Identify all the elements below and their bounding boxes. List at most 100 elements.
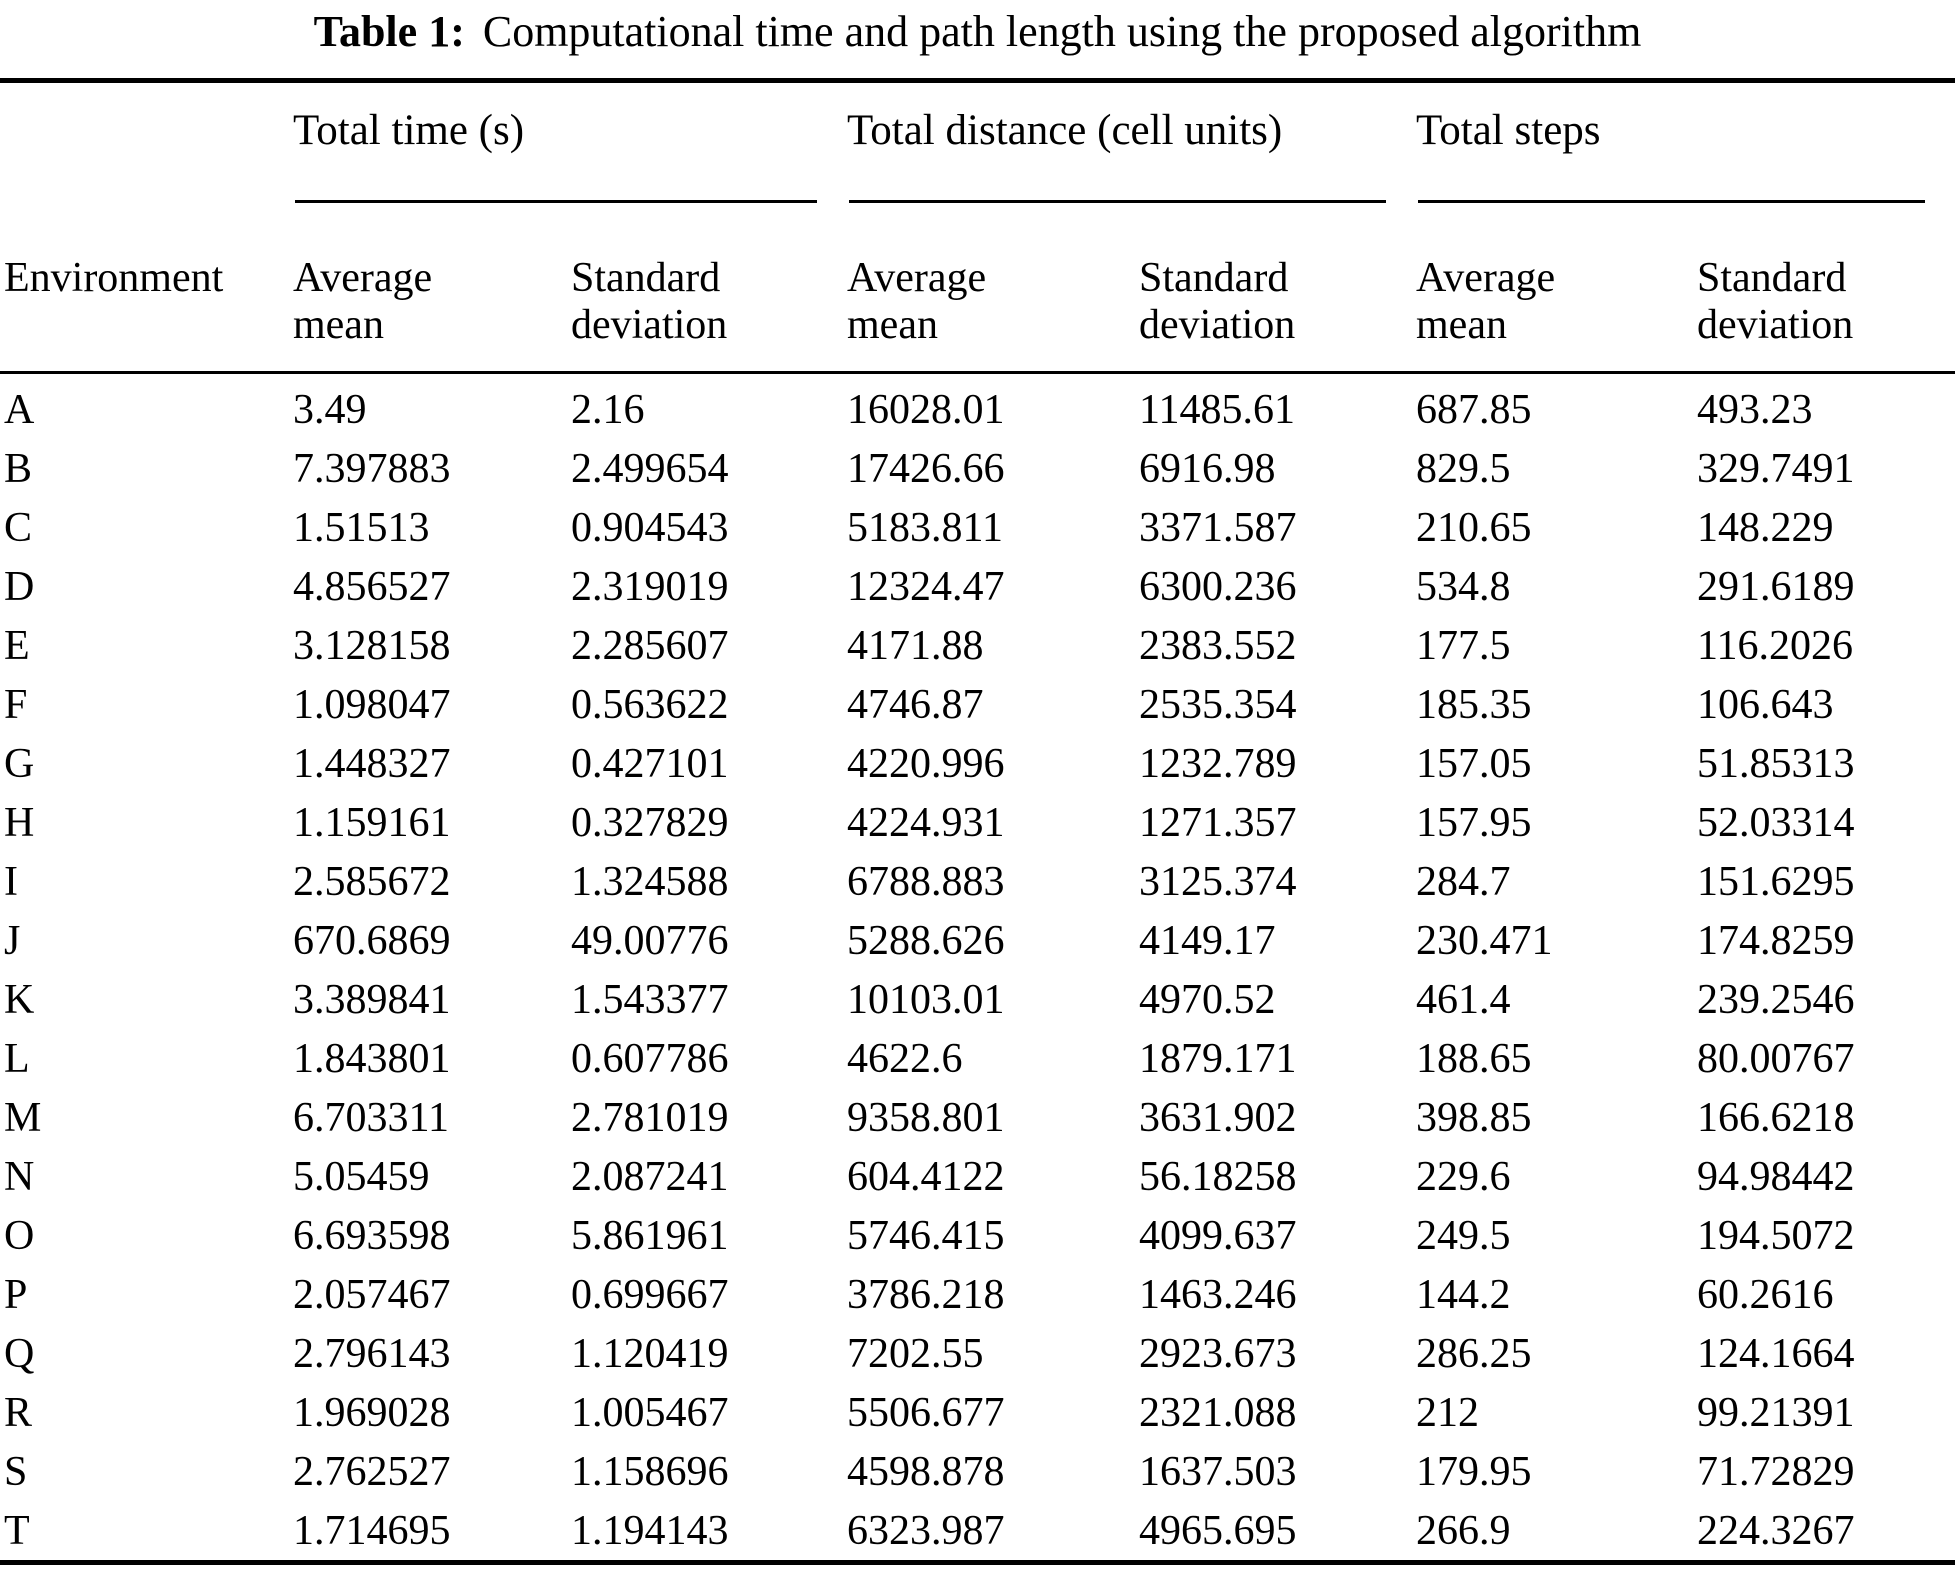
environment-cell: B	[4, 445, 33, 492]
value-cell: 1.005467	[571, 1389, 729, 1436]
value-cell: 2.762527	[293, 1448, 451, 1495]
value-cell: 1.843801	[293, 1035, 451, 1082]
value-cell: 687.85	[1416, 386, 1532, 433]
value-cell: 1.448327	[293, 740, 451, 787]
value-cell: 1637.503	[1139, 1448, 1297, 1495]
environment-cell: F	[4, 681, 28, 728]
value-cell: 177.5	[1416, 622, 1511, 669]
value-cell: 144.2	[1416, 1271, 1511, 1318]
value-cell: 291.6189	[1697, 563, 1855, 610]
value-cell: 4149.17	[1139, 917, 1276, 964]
subheader-steps-average-mean: Average mean	[1416, 203, 1698, 374]
subheader-steps-standard-deviation: Standard deviation	[1697, 203, 1955, 374]
value-cell: 5746.415	[847, 1212, 1005, 1259]
value-cell: 3.49	[293, 386, 367, 433]
table-header: Total time (s) Total distance (cell unit…	[0, 81, 1955, 374]
table-caption-text: Computational time and path length using…	[482, 7, 1642, 56]
table-row: F 1.098047 0.563622 4746.87 2535.354 185.35 10…	[0, 675, 1955, 734]
environment-cell: S	[4, 1448, 28, 1495]
environment-cell: L	[4, 1035, 30, 1082]
value-cell: 7.397883	[293, 445, 451, 492]
value-cell: 166.6218	[1697, 1094, 1855, 1141]
value-cell: 99.21391	[1697, 1389, 1855, 1436]
value-cell: 2.796143	[293, 1330, 451, 1377]
subheader-label: Average mean	[1416, 255, 1556, 348]
table-row: E 3.128158 2.285607 4171.88 2383.552 177.5 116…	[0, 616, 1955, 675]
value-cell: 10103.01	[847, 976, 1005, 1023]
sub-header-row: Environment Average mean Standard deviat…	[0, 203, 1955, 374]
value-cell: 60.2616	[1697, 1271, 1834, 1318]
value-cell: 71.72829	[1697, 1448, 1855, 1495]
value-cell: 6788.883	[847, 858, 1005, 905]
table-row: G 1.448327 0.427101 4220.996 1232.789 157.05 5…	[0, 734, 1955, 793]
value-cell: 249.5	[1416, 1212, 1511, 1259]
value-cell: 52.03314	[1697, 799, 1855, 846]
value-cell: 116.2026	[1697, 622, 1853, 669]
value-cell: 1.120419	[571, 1330, 729, 1377]
environment-cell: R	[4, 1389, 33, 1436]
value-cell: 1.714695	[293, 1507, 451, 1554]
table-row: J 670.6869 49.00776 5288.626 4149.17 230.471 1…	[0, 911, 1955, 970]
value-cell: 157.05	[1416, 740, 1532, 787]
value-cell: 1.51513	[293, 504, 430, 551]
value-cell: 2.057467	[293, 1271, 451, 1318]
value-cell: 1.324588	[571, 858, 729, 905]
value-cell: 4965.695	[1139, 1507, 1297, 1554]
value-cell: 80.00767	[1697, 1035, 1855, 1082]
value-cell: 2.16	[571, 386, 645, 433]
value-cell: 0.327829	[571, 799, 729, 846]
environment-cell: K	[4, 976, 35, 1023]
value-cell: 124.1664	[1697, 1330, 1855, 1377]
value-cell: 4598.878	[847, 1448, 1005, 1495]
value-cell: 1463.246	[1139, 1271, 1297, 1318]
environment-cell: O	[4, 1212, 35, 1259]
environment-cell: Q	[4, 1330, 35, 1377]
subheader-time-average-mean: Average mean	[293, 203, 571, 374]
value-cell: 229.6	[1416, 1153, 1511, 1200]
value-cell: 2.499654	[571, 445, 729, 492]
value-cell: 151.6295	[1697, 858, 1855, 905]
value-cell: 6.703311	[293, 1094, 449, 1141]
value-cell: 1.194143	[571, 1507, 729, 1554]
value-cell: 224.3267	[1697, 1507, 1855, 1554]
value-cell: 4220.996	[847, 740, 1005, 787]
table-row: I 2.585672 1.324588 6788.883 3125.374 284.7 15…	[0, 852, 1955, 911]
value-cell: 2.585672	[293, 858, 451, 905]
value-cell: 534.8	[1416, 563, 1511, 610]
value-cell: 6.693598	[293, 1212, 451, 1259]
value-cell: 239.2546	[1697, 976, 1855, 1023]
value-cell: 210.65	[1416, 504, 1532, 551]
value-cell: 5.861961	[571, 1212, 729, 1259]
environment-cell: N	[4, 1153, 35, 1200]
value-cell: 284.7	[1416, 858, 1511, 905]
value-cell: 2.319019	[571, 563, 729, 610]
value-cell: 1.543377	[571, 976, 729, 1023]
value-cell: 11485.61	[1139, 386, 1295, 433]
value-cell: 4224.931	[847, 799, 1005, 846]
environment-cell: I	[4, 858, 18, 905]
group-label-total-time: Total time (s)	[293, 107, 525, 154]
table-row: S 2.762527 1.158696 4598.878 1637.503 179.95 7…	[0, 1442, 1955, 1501]
value-cell: 1232.789	[1139, 740, 1297, 787]
value-cell: 329.7491	[1697, 445, 1855, 492]
value-cell: 0.563622	[571, 681, 729, 728]
value-cell: 2321.088	[1139, 1389, 1297, 1436]
value-cell: 188.65	[1416, 1035, 1532, 1082]
corner-spacer-cell	[0, 81, 293, 204]
value-cell: 604.4122	[847, 1153, 1005, 1200]
value-cell: 94.98442	[1697, 1153, 1855, 1200]
table-row: M 6.703311 2.781019 9358.801 3631.902 398.85 1…	[0, 1088, 1955, 1147]
table-row: L 1.843801 0.607786 4622.6 1879.171 188.65 80.…	[0, 1029, 1955, 1088]
environment-cell: G	[4, 740, 35, 787]
environment-column-header: Environment	[0, 203, 293, 374]
environment-cell: D	[4, 563, 35, 610]
table-row: Q 2.796143 1.120419 7202.55 2923.673 286.25 12…	[0, 1324, 1955, 1383]
value-cell: 0.904543	[571, 504, 729, 551]
value-cell: 5.05459	[293, 1153, 430, 1200]
table-row: O 6.693598 5.861961 5746.415 4099.637 249.5 19…	[0, 1206, 1955, 1265]
value-cell: 51.85313	[1697, 740, 1855, 787]
value-cell: 1.969028	[293, 1389, 451, 1436]
value-cell: 0.699667	[571, 1271, 729, 1318]
value-cell: 6916.98	[1139, 445, 1276, 492]
